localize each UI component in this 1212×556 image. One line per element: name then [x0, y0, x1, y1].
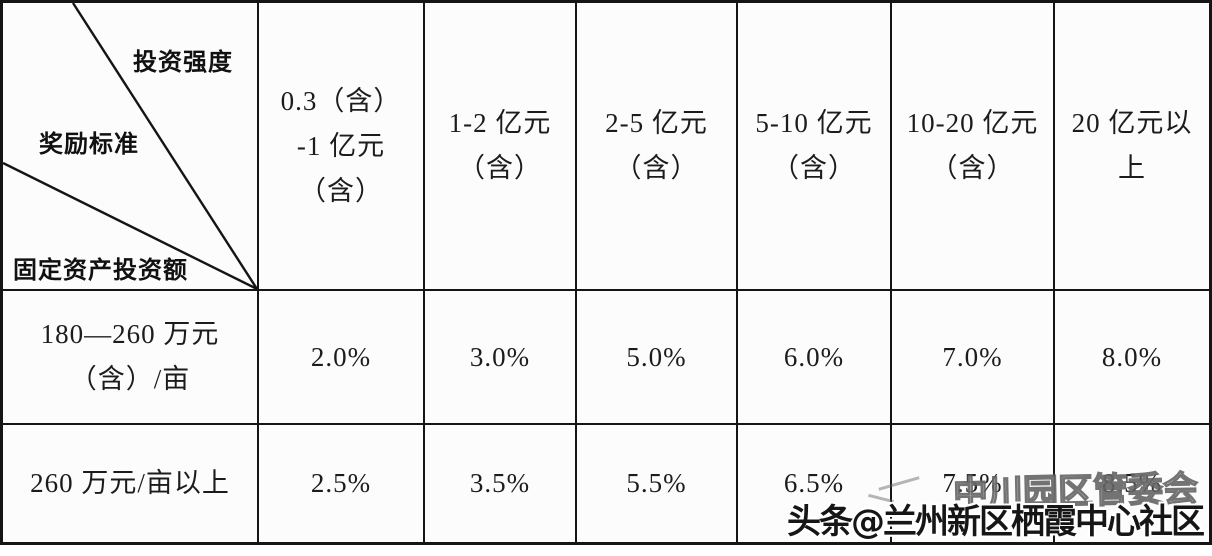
row-label-0-line-1: 180—260 万元 [40, 319, 220, 349]
value-cell-r0c3: 6.0% [738, 291, 892, 425]
row-label-0-line-2: （含）/亩 [69, 364, 191, 394]
column-header-4-line-1: 10-20 亿元 [906, 108, 1039, 138]
column-header-5-line-1: 20 亿元以 [1071, 108, 1193, 138]
column-header-5-line-2: 上 [1118, 153, 1146, 183]
column-header-0-line-1: 0.3（含） [280, 85, 402, 116]
value-cell-r0c5: 8.0% [1055, 291, 1209, 425]
column-header-1: 1-2 亿元 （含） [425, 3, 577, 291]
corner-label-fixed-asset-investment: 固定资产投资额 [13, 256, 188, 284]
value-cell-r1c1: 3.5% [425, 425, 577, 542]
value-cell-r1c3: 6.5% [738, 425, 892, 542]
column-header-4-line-2: （含） [930, 153, 1015, 183]
value-cell-r0c1: 3.0% [425, 291, 577, 425]
column-header-2-line-1: 2-5 亿元 [605, 108, 708, 138]
row-label-1: 260 万元/亩以上 [3, 425, 259, 542]
corner-label-reward-standard: 奖励标准 [39, 130, 139, 158]
corner-label-investment-intensity: 投资强度 [133, 48, 233, 76]
column-header-3-line-2: （含） [772, 153, 856, 183]
value-cell-r0c4: 7.0% [892, 291, 1055, 425]
column-header-2: 2-5 亿元 （含） [577, 3, 738, 291]
diagonal-header-cell: 投资强度 奖励标准 固定资产投资额 [3, 3, 259, 291]
row-label-0: 180—260 万元 （含）/亩 [3, 291, 259, 425]
column-header-0-line-3: （含） [299, 175, 383, 206]
toutiao-byline-watermark: 头条@兰州新区栖霞中心社区 [787, 502, 1205, 542]
column-header-1-line-1: 1-2 亿元 [448, 108, 552, 138]
column-header-3-line-1: 5-10 亿元 [755, 108, 873, 138]
value-cell-r0c0: 2.0% [259, 291, 425, 425]
diagonal-divider-lines [3, 3, 257, 289]
value-cell-r1c2: 5.5% [577, 425, 738, 542]
value-cell-r1c0: 2.5% [259, 425, 425, 542]
column-header-4: 10-20 亿元 （含） [892, 3, 1055, 291]
column-header-0-line-2: -1 亿元 [296, 130, 386, 161]
column-header-3: 5-10 亿元 （含） [738, 3, 892, 291]
column-header-1-line-2: （含） [458, 153, 542, 183]
value-cell-r0c2: 5.0% [577, 291, 738, 425]
value-cell-r1c5: 8.5% [1101, 468, 1163, 498]
row-label-1-line-1: 260 万元/亩以上 [30, 468, 230, 498]
column-header-2-line-2: （含） [614, 153, 699, 183]
column-header-5: 20 亿元以 上 [1055, 3, 1209, 291]
column-header-0: 0.3（含） -1 亿元 （含） [259, 3, 425, 291]
value-cell-r1c4: 7.5% [892, 425, 1055, 542]
